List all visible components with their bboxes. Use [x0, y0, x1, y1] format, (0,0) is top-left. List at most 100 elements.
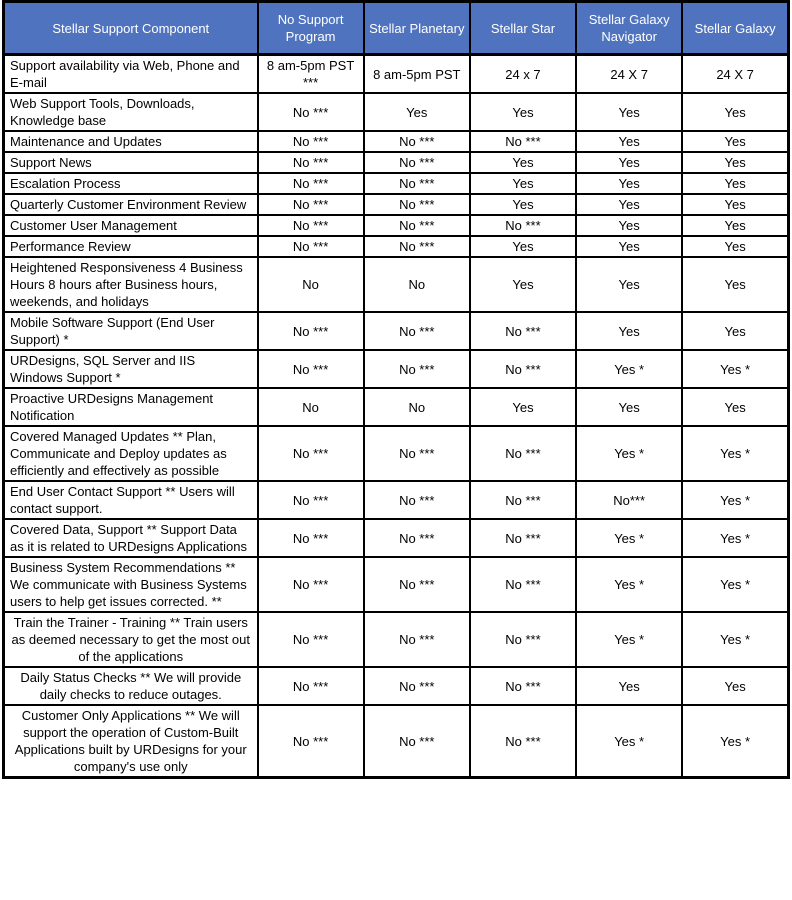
value-cell: Yes *: [681, 480, 790, 520]
value-cell: Yes: [575, 172, 684, 195]
value-cell: Yes *: [575, 704, 684, 779]
value-cell: No ***: [468, 518, 578, 558]
table-row: Heightened Responsiveness 4 Business Hou…: [2, 256, 790, 313]
value-cell: Yes: [575, 214, 684, 237]
component-cell: Maintenance and Updates: [2, 130, 259, 153]
value-cell: Yes: [575, 311, 684, 351]
component-cell: Daily Status Checks ** We will provide d…: [2, 666, 259, 706]
component-cell: Business System Recommendations ** We co…: [2, 556, 259, 613]
table-row: Mobile Software Support (End User Suppor…: [2, 311, 790, 351]
header-row: Stellar Support Component No Support Pro…: [2, 0, 790, 56]
value-cell: No ***: [468, 480, 578, 520]
value-cell: Yes: [681, 666, 790, 706]
value-cell: 24 X 7: [681, 53, 790, 94]
value-cell: No ***: [362, 151, 471, 174]
value-cell: No ***: [468, 425, 578, 482]
value-cell: No ***: [256, 704, 365, 779]
value-cell: No: [256, 387, 365, 427]
component-cell: Performance Review: [2, 235, 259, 258]
component-cell: Proactive URDesigns Management Notificat…: [2, 387, 259, 427]
value-cell: No ***: [256, 151, 365, 174]
value-cell: Yes: [468, 151, 578, 174]
value-cell: No ***: [256, 130, 365, 153]
value-cell: 24 X 7: [575, 53, 684, 94]
value-cell: Yes *: [575, 349, 684, 389]
component-cell: Support News: [2, 151, 259, 174]
value-cell: Yes: [681, 130, 790, 153]
value-cell: Yes: [575, 256, 684, 313]
component-cell: Escalation Process: [2, 172, 259, 195]
component-cell: Customer Only Applications ** We will su…: [2, 704, 259, 779]
table-body: Support availability via Web, Phone and …: [2, 53, 790, 779]
value-cell: Yes: [575, 130, 684, 153]
value-cell: Yes: [468, 235, 578, 258]
value-cell: Yes *: [681, 425, 790, 482]
value-cell: No ***: [256, 425, 365, 482]
value-cell: No: [362, 256, 471, 313]
component-cell: Quarterly Customer Environment Review: [2, 193, 259, 216]
value-cell: No ***: [468, 349, 578, 389]
value-cell: No ***: [256, 235, 365, 258]
value-cell: Yes: [681, 92, 790, 132]
value-cell: Yes *: [575, 611, 684, 668]
value-cell: Yes: [468, 172, 578, 195]
value-cell: No ***: [362, 480, 471, 520]
table-row: Business System Recommendations ** We co…: [2, 556, 790, 613]
component-cell: Mobile Software Support (End User Suppor…: [2, 311, 259, 351]
value-cell: Yes *: [681, 556, 790, 613]
value-cell: No ***: [362, 193, 471, 216]
value-cell: No ***: [256, 518, 365, 558]
value-cell: No ***: [256, 172, 365, 195]
table-row: Covered Data, Support ** Support Data as…: [2, 518, 790, 558]
value-cell: 24 x 7: [468, 53, 578, 94]
column-header-stellar-galaxy: Stellar Galaxy: [681, 0, 790, 56]
table-row: Escalation Process No *** No *** Yes Yes Yes: [2, 172, 790, 195]
value-cell: No ***: [468, 214, 578, 237]
table-row: Support News No *** No *** Yes Yes Yes: [2, 151, 790, 174]
column-header-stellar-star: Stellar Star: [468, 0, 578, 56]
value-cell: Yes: [681, 311, 790, 351]
column-header-stellar-galaxy-navigator: Stellar Galaxy Navigator: [575, 0, 684, 56]
value-cell: Yes: [575, 151, 684, 174]
value-cell: No ***: [256, 311, 365, 351]
value-cell: No ***: [256, 214, 365, 237]
value-cell: No ***: [256, 349, 365, 389]
value-cell: Yes: [681, 387, 790, 427]
value-cell: No ***: [362, 349, 471, 389]
value-cell: No ***: [362, 518, 471, 558]
table-row: Proactive URDesigns Management Notificat…: [2, 387, 790, 427]
value-cell: No ***: [362, 172, 471, 195]
table-row: Support availability via Web, Phone and …: [2, 53, 790, 94]
value-cell: Yes: [468, 256, 578, 313]
value-cell: Yes: [575, 193, 684, 216]
component-cell: Customer User Management: [2, 214, 259, 237]
support-comparison-table: Stellar Support Component No Support Pro…: [2, 0, 790, 779]
value-cell: 8 am-5pm PST ***: [256, 53, 365, 94]
value-cell: 8 am-5pm PST: [362, 53, 471, 94]
value-cell: No ***: [468, 666, 578, 706]
table-row: Train the Trainer - Training ** Train us…: [2, 611, 790, 668]
value-cell: No ***: [362, 130, 471, 153]
table-row: Web Support Tools, Downloads, Knowledge …: [2, 92, 790, 132]
value-cell: No ***: [362, 425, 471, 482]
value-cell: Yes *: [681, 349, 790, 389]
table-row: Customer User Management No *** No *** No *…: [2, 214, 790, 237]
value-cell: No ***: [256, 480, 365, 520]
component-cell: Web Support Tools, Downloads, Knowledge …: [2, 92, 259, 132]
value-cell: No ***: [362, 704, 471, 779]
value-cell: No ***: [362, 556, 471, 613]
value-cell: No ***: [468, 611, 578, 668]
table-header: Stellar Support Component No Support Pro…: [2, 0, 790, 56]
table-row: Performance Review No *** No *** Yes Yes Yes: [2, 235, 790, 258]
value-cell: Yes: [468, 193, 578, 216]
table-row: Quarterly Customer Environment Review No …: [2, 193, 790, 216]
component-cell: End User Contact Support ** Users will c…: [2, 480, 259, 520]
value-cell: No ***: [256, 92, 365, 132]
value-cell: No ***: [362, 235, 471, 258]
value-cell: Yes: [575, 387, 684, 427]
component-cell: URDesigns, SQL Server and IIS Windows Su…: [2, 349, 259, 389]
value-cell: Yes *: [681, 518, 790, 558]
value-cell: No ***: [256, 193, 365, 216]
value-cell: Yes: [575, 235, 684, 258]
value-cell: No ***: [468, 311, 578, 351]
